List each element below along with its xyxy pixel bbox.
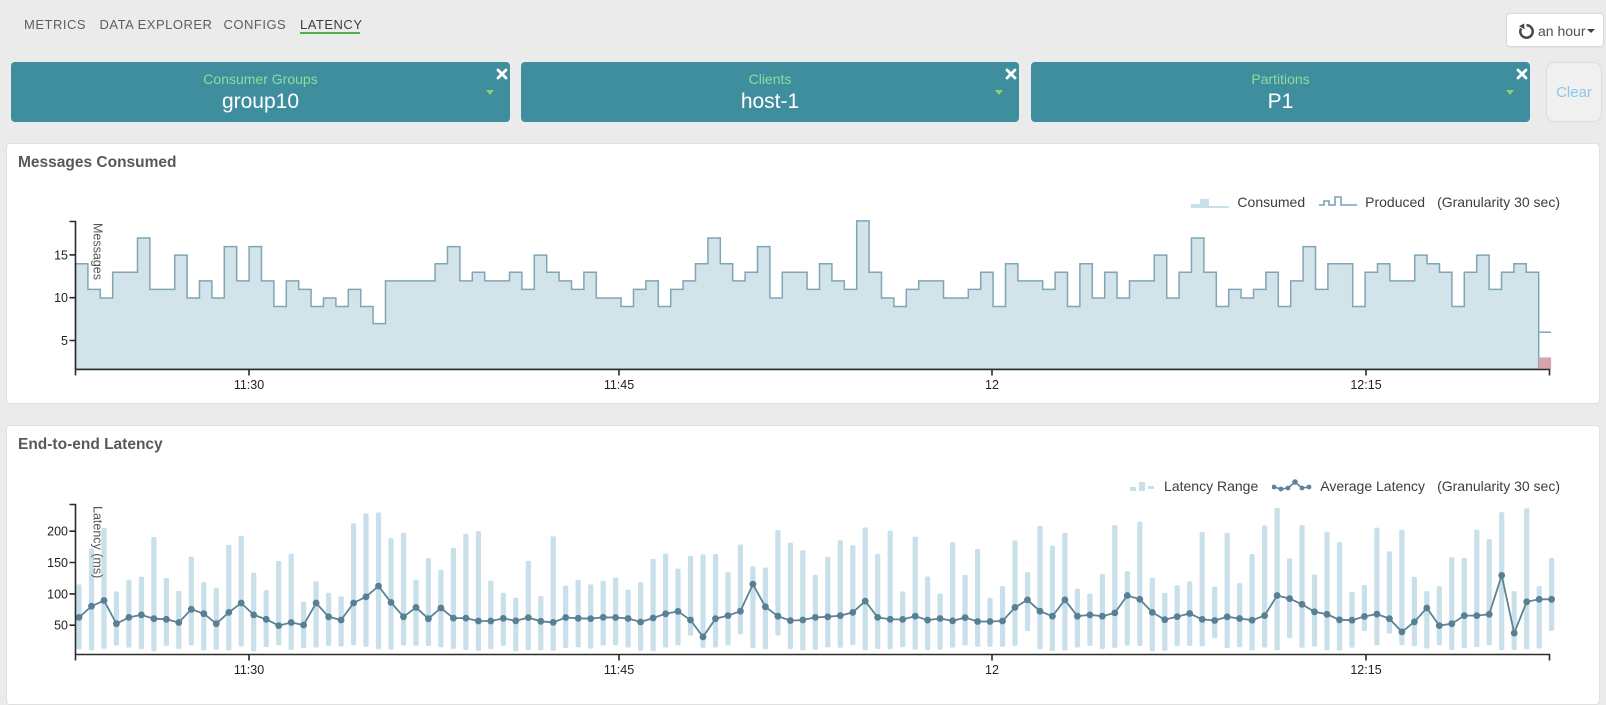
svg-text:11:45: 11:45 [604, 663, 634, 677]
svg-text:12: 12 [985, 663, 999, 677]
svg-text:12: 12 [985, 378, 999, 392]
svg-text:150: 150 [47, 556, 68, 570]
svg-text:5: 5 [61, 334, 68, 348]
svg-text:12:15: 12:15 [1350, 378, 1381, 392]
svg-text:11:30: 11:30 [234, 663, 264, 677]
svg-text:200: 200 [47, 525, 68, 539]
svg-text:Messages: Messages [91, 223, 105, 280]
svg-text:11:45: 11:45 [604, 378, 634, 392]
svg-text:100: 100 [47, 587, 68, 601]
svg-text:11:30: 11:30 [234, 378, 264, 392]
svg-text:12:15: 12:15 [1350, 663, 1381, 677]
svg-text:10: 10 [54, 291, 68, 305]
svg-text:Latency (ms): Latency (ms) [91, 506, 105, 578]
svg-text:50: 50 [54, 619, 68, 633]
svg-text:15: 15 [54, 248, 68, 262]
